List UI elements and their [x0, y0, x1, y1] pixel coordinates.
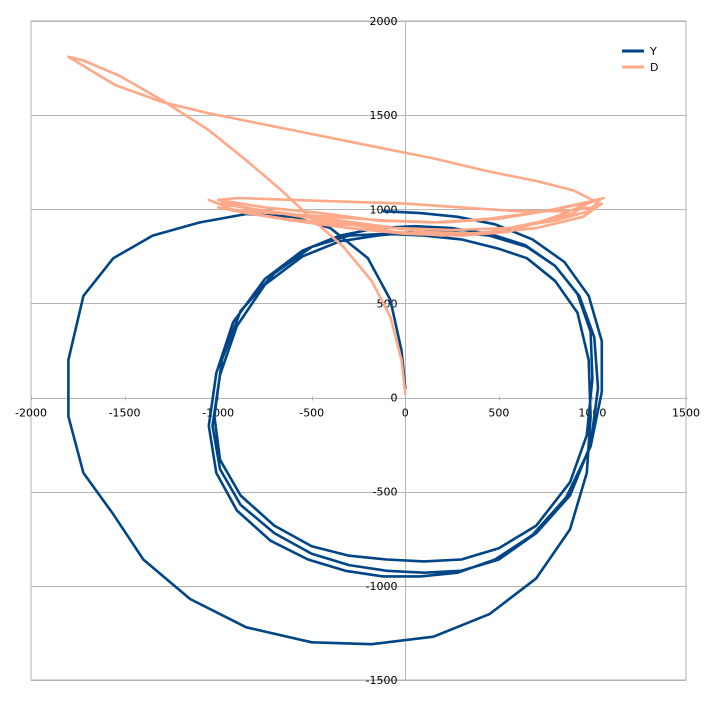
x-tick-label: 0 — [402, 407, 409, 420]
x-tick-label: 1000 — [578, 407, 606, 420]
y-tick-label: 0 — [391, 392, 398, 405]
y-tick-label: 2000 — [370, 15, 398, 28]
series-line-y — [67, 209, 604, 646]
x-tick-label: -500 — [299, 407, 324, 420]
x-tick-label: -2000 — [15, 407, 47, 420]
y-tick-label: 1500 — [370, 109, 398, 122]
x-tick-labels: -2000 -1500 -1000 -500 0 500 1000 1500 — [15, 407, 700, 420]
series-line-d — [67, 55, 605, 396]
series-lines — [67, 55, 605, 646]
y-tick-label: -1000 — [366, 580, 398, 593]
legend-label-y: Y — [649, 45, 657, 58]
axes — [31, 21, 687, 681]
y-tick-label: 1000 — [370, 203, 398, 216]
legend-label-d: D — [650, 61, 658, 74]
x-tick-label: -1500 — [109, 407, 141, 420]
y-tick-label: -1500 — [366, 674, 398, 687]
x-tick-label: -1000 — [202, 407, 234, 420]
y-tick-label: -500 — [373, 486, 398, 499]
x-tick-label: 500 — [488, 407, 509, 420]
x-tick-label: 1500 — [672, 407, 700, 420]
legend: YD — [622, 45, 658, 74]
